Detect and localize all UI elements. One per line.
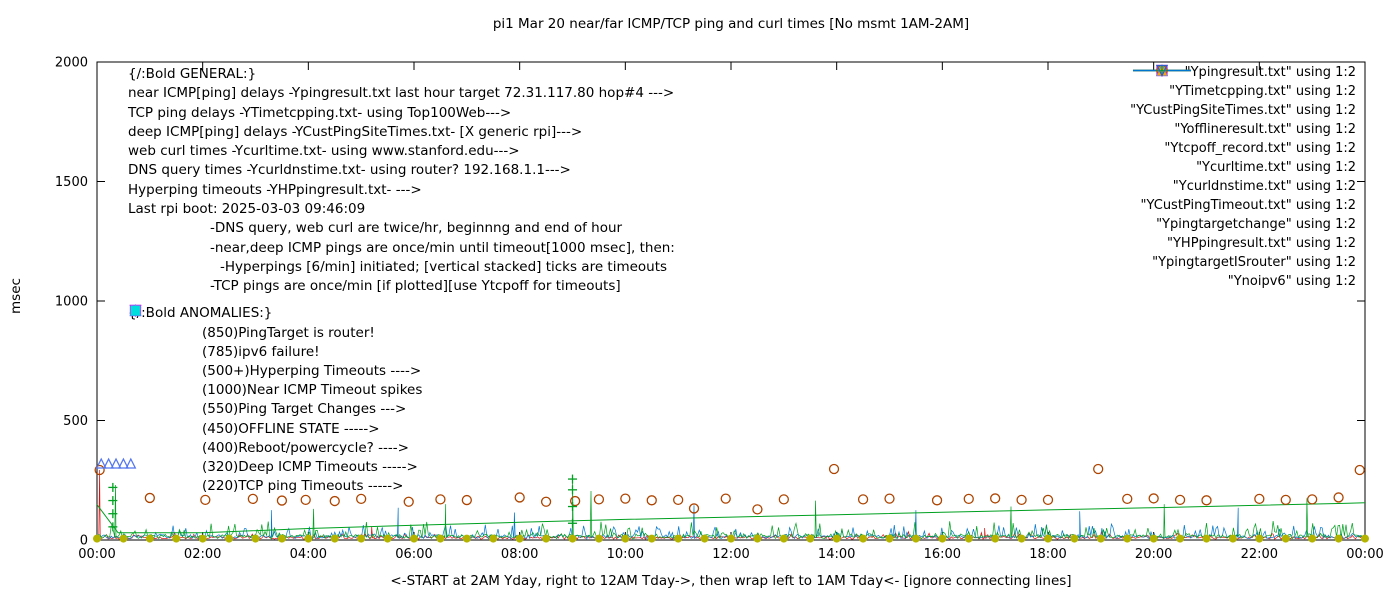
legend-label: "Ycurldnstime.txt" using 1:2 [1172, 179, 1356, 194]
anomaly-item: (550)Ping Target Changes ---> [130, 305, 422, 419]
general-line: Hyperping timeouts -YHPpingresult.txt- -… [128, 181, 422, 198]
general-line: near ICMP[ping] delays -Ypingresult.txt … [128, 85, 675, 102]
x-tick-label: 14:00 [818, 547, 855, 562]
x-tick-label: 06:00 [395, 547, 432, 562]
series-YCustPingTimeout.txt [95, 457, 137, 469]
general-line: deep ICMP[ping] delays -YCustPingSiteTim… [128, 123, 583, 140]
anomaly-label: (500+)Hyperping Timeouts ----> [202, 362, 422, 379]
legend-label: "YCustPingSiteTimes.txt" using 1:2 [1130, 103, 1356, 118]
legend: "Ypingresult.txt" using 1:2 "YTimetcpping… [1130, 63, 1356, 291]
general-note: -TCP pings are once/min [if plotted][use… [210, 278, 621, 295]
legend-label: "YpingtargetISrouter" using 1:2 [1152, 255, 1356, 270]
x-tick-label: 16:00 [924, 547, 961, 562]
anomaly-item: (400)Reboot/powercycle? ----> [202, 438, 422, 457]
general-line: TCP ping delays -YTimetcpping.txt- using… [128, 104, 512, 121]
anomaly-label: (1000)Near ICMP Timeout spikes [202, 382, 423, 399]
general-line: DNS query times -Ycurldnstime.txt- using… [128, 162, 571, 179]
legend-item: "Yofflineresult.txt" using 1:2 [1130, 64, 1356, 139]
general-note: -Hyperpings [6/min] initiated; [vertical… [220, 258, 668, 275]
anomaly-marker-square-filled [130, 305, 141, 316]
general-header: {/:Bold GENERAL:} [128, 66, 257, 82]
anomaly-label: (320)Deep ICMP Timeouts -----> [202, 458, 418, 475]
y-tick-label: 1500 [55, 175, 88, 190]
anomaly-label: (450)OFFLINE STATE -----> [202, 420, 380, 437]
x-tick-label: 18:00 [1029, 547, 1066, 562]
anomaly-label: (850)PingTarget is router! [202, 324, 375, 341]
general-annotations: {/:Bold GENERAL:} near ICMP[ping] delays … [128, 65, 675, 297]
legend-label: "YCustPingTimeout.txt" using 1:2 [1140, 198, 1356, 213]
x-tick-label: 20:00 [1135, 547, 1172, 562]
legend-label: "Ytcpoff_record.txt" using 1:2 [1164, 141, 1356, 156]
anomaly-item: (1000)Near ICMP Timeout spikes [202, 381, 422, 400]
y-tick-label: 1000 [55, 295, 88, 310]
anomaly-item: (220)TCP ping Timeouts -----> [130, 305, 422, 496]
legend-item: "Ytcpoff_record.txt" using 1:2 [1130, 65, 1356, 158]
legend-item: "YpingtargetISrouter" using 1:2 [1130, 64, 1356, 272]
legend-label: "YHPpingresult.txt" using 1:2 [1167, 236, 1356, 251]
legend-marker-plus [1157, 65, 1168, 76]
anomaly-item: (450)OFFLINE STATE -----> [129, 304, 422, 438]
series-YHPpingresult.txt [108, 474, 577, 532]
legend-item: "Ycurldnstime.txt" using 1:2 [1130, 66, 1356, 196]
x-tick-label: 12:00 [712, 547, 749, 562]
anomaly-annotations: {/:Bold ANOMALIES:} (850)PingTarget is ro… [128, 303, 422, 496]
anomaly-label: (785)ipv6 failure! [202, 343, 320, 360]
general-line: Last rpi boot: 2025-03-03 09:46:09 [128, 201, 366, 218]
x-axis-label: <-START at 2AM Yday, right to 12AM Tday-… [390, 573, 1072, 589]
general-line: web curl times -Ycurltime.txt- using www… [128, 143, 520, 160]
y-axis-label: msec [8, 278, 24, 314]
legend-item: "YCustPingTimeout.txt" using 1:2 [1130, 64, 1356, 215]
anomaly-item: (850)PingTarget is router! [129, 304, 422, 342]
y-tick-label: 0 [80, 534, 88, 549]
legend-item: "YCustPingSiteTimes.txt" using 1:2 [1130, 69, 1356, 120]
legend-marker-triangle-down-open [1156, 64, 1169, 77]
legend-label: "Ypingresult.txt" using 1:2 [1184, 65, 1356, 80]
series-YTimetcpping-trend [96, 502, 1366, 534]
x-tick-label: 00:00 [78, 547, 115, 562]
anomaly-label: (220)TCP ping Timeouts -----> [202, 478, 404, 495]
chart-title: pi1 Mar 20 near/far ICMP/TCP ping and cu… [492, 16, 970, 32]
general-note: -near,deep ICMP pings are once/min until… [210, 239, 675, 256]
x-tick-label: 02:00 [184, 547, 221, 562]
x-tick-label: 04:00 [290, 547, 327, 562]
anomaly-item: (785)ipv6 failure! [129, 304, 422, 361]
legend-item: "YTimetcpping.txt" using 1:2 [1130, 69, 1356, 101]
anomaly-item: (320)Deep ICMP Timeouts -----> [129, 304, 422, 476]
legend-label: "Yofflineresult.txt" using 1:2 [1174, 122, 1356, 137]
series-Ycurltime.txt [94, 463, 1365, 515]
legend-label: "Ypingtargetchange" using 1:2 [1156, 217, 1356, 232]
y-tick-label: 500 [63, 414, 88, 429]
x-tick-label: 00:00 [1346, 547, 1383, 562]
x-tick-label: 22:00 [1241, 547, 1278, 562]
anomaly-label: (400)Reboot/powercycle? ----> [202, 439, 409, 456]
x-tick-label: 10:00 [607, 547, 644, 562]
legend-label: "Ycurltime.txt" using 1:2 [1196, 160, 1356, 175]
legend-label: "YTimetcpping.txt" using 1:2 [1169, 84, 1356, 99]
legend-label: "Ynoipv6" using 1:2 [1227, 274, 1356, 289]
legend-item: "Ynoipv6" using 1:2 [1130, 64, 1356, 291]
general-note: -DNS query, web curl are twice/hr, begin… [210, 220, 623, 237]
y-tick-label: 2000 [55, 56, 88, 71]
legend-item: "Ypingtargetchange" using 1:2 [1130, 65, 1356, 234]
legend-item: "Ycurltime.txt" using 1:2 [1130, 64, 1356, 177]
x-tick-label: 08:00 [501, 547, 538, 562]
anomaly-item: (500+)Hyperping Timeouts ----> [130, 305, 422, 380]
legend-item: "YHPpingresult.txt" using 1:2 [1130, 65, 1356, 253]
series-Ycurldnstime.txt [93, 534, 1369, 543]
anomalies-header: {/:Bold ANOMALIES:} [128, 305, 273, 321]
anomaly-label: (550)Ping Target Changes ---> [202, 401, 407, 418]
